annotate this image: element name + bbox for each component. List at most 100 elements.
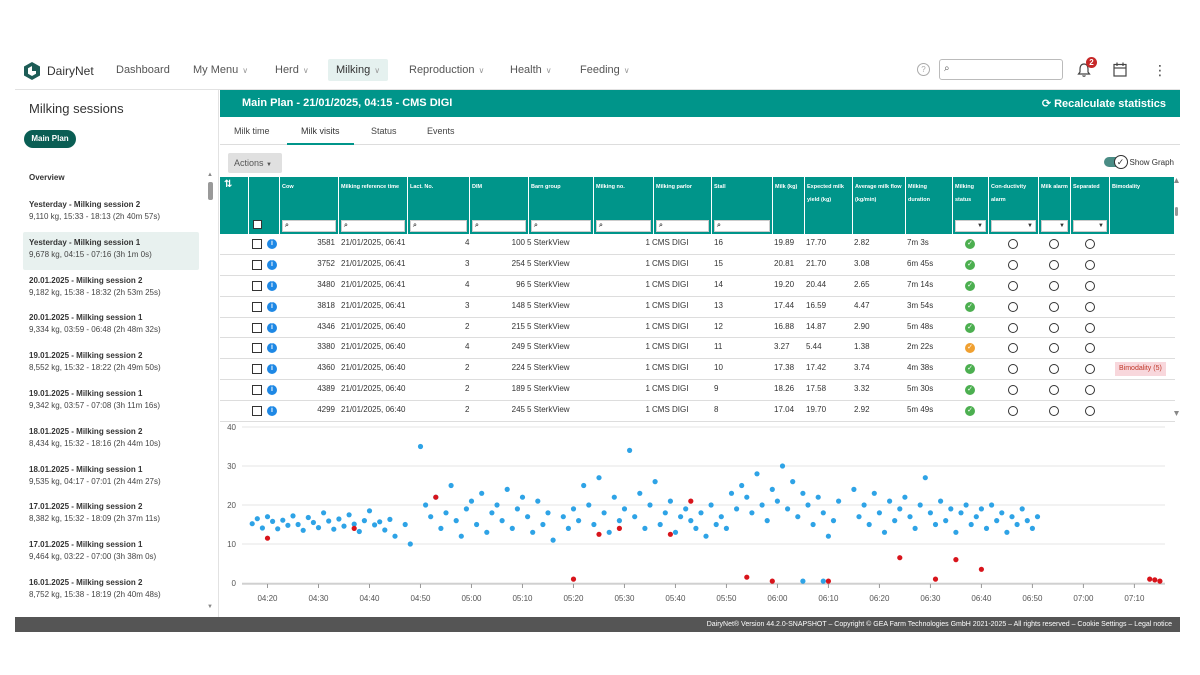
tab-milk-visits[interactable]: Milk visits — [287, 117, 354, 145]
scatter-point-blue[interactable] — [723, 525, 729, 531]
scatter-point-blue[interactable] — [683, 506, 689, 512]
scatter-point-blue[interactable] — [331, 526, 337, 532]
info-icon[interactable]: i — [267, 322, 277, 333]
scatter-point-blue[interactable] — [1004, 529, 1010, 535]
app-logo[interactable]: DairyNet — [23, 61, 94, 81]
scatter-point-blue[interactable] — [703, 533, 709, 539]
tab-milk-time[interactable]: Milk time — [234, 126, 270, 136]
scatter-point-blue[interactable] — [372, 522, 378, 528]
scatter-point-blue[interactable] — [678, 514, 684, 520]
scatter-point-blue[interactable] — [264, 514, 271, 520]
scatter-point-blue[interactable] — [606, 529, 612, 535]
scatter-point-blue[interactable] — [902, 494, 908, 500]
row-checkbox[interactable] — [252, 239, 262, 249]
scatter-point-blue[interactable] — [285, 522, 291, 528]
header-duration[interactable]: Milking duration — [906, 177, 953, 234]
scatter-point-blue[interactable] — [254, 516, 260, 522]
scatter-point-blue[interactable] — [280, 517, 286, 523]
scatter-point-blue[interactable] — [336, 516, 342, 522]
scatter-point-blue[interactable] — [785, 506, 791, 512]
scatter-point-blue[interactable] — [616, 518, 622, 524]
scatter-point-blue[interactable] — [377, 519, 383, 525]
sort-icon[interactable]: ⇅ — [224, 179, 233, 190]
scatter-point-red[interactable] — [1152, 577, 1158, 583]
session-item[interactable]: 20.01.2025 - Milking session 2 9,182 kg, … — [23, 270, 199, 308]
header-cow[interactable]: Cow ⌕ — [280, 177, 339, 234]
column-filter-input[interactable]: ⌕ — [714, 220, 770, 232]
session-item[interactable]: Yesterday - Milking session 1 9,678 kg, 0… — [23, 231, 199, 270]
scatter-point-blue[interactable] — [1014, 521, 1020, 528]
scatter-point-blue[interactable] — [525, 514, 531, 520]
scatter-point-blue[interactable] — [999, 510, 1005, 516]
header-stall[interactable]: Stall ⌕ — [712, 177, 773, 234]
nav-herd[interactable]: Herd ∨ — [267, 59, 317, 81]
scatter-point-blue[interactable] — [249, 521, 255, 527]
header-milking_no[interactable]: Milking no. ⌕ — [594, 177, 654, 234]
scatter-point-blue[interactable] — [1034, 514, 1041, 520]
scatter-point-blue[interactable] — [983, 525, 990, 531]
scatter-point-blue[interactable] — [836, 498, 842, 504]
search-input[interactable] — [956, 62, 1056, 77]
scatter-point-blue[interactable] — [407, 541, 413, 547]
scatter-point-red[interactable] — [351, 525, 357, 531]
scatter-point-blue[interactable] — [871, 490, 877, 496]
scatter-point-blue[interactable] — [805, 502, 811, 508]
scatter-point-blue[interactable] — [351, 521, 357, 527]
row-checkbox[interactable] — [252, 301, 262, 312]
show-graph-toggle[interactable]: ✓ Show Graph — [1103, 155, 1174, 169]
row-checkbox[interactable] — [252, 364, 262, 375]
global-search[interactable]: ⌕ — [939, 59, 1063, 80]
scatter-point-blue[interactable] — [565, 525, 571, 531]
scatter-point-red[interactable] — [897, 555, 903, 561]
info-icon[interactable]: i — [267, 301, 277, 312]
header-barn[interactable]: Barn group ⌕ — [529, 177, 594, 234]
scatter-point-blue[interactable] — [448, 482, 454, 489]
bimodality-badge[interactable]: Bimodality (5) — [1115, 362, 1166, 377]
scatter-point-blue[interactable] — [866, 521, 872, 528]
info-icon[interactable]: i — [267, 364, 277, 375]
tab-status[interactable]: Status — [371, 126, 397, 136]
scatter-point-blue[interactable] — [968, 521, 974, 528]
scatter-point-blue[interactable] — [657, 521, 663, 528]
scatter-point-blue[interactable] — [728, 490, 735, 496]
scatter-point-blue[interactable] — [530, 529, 536, 535]
scatter-point-blue[interactable] — [326, 518, 332, 524]
scatter-point-blue[interactable] — [734, 506, 740, 512]
scatter-point-blue[interactable] — [627, 447, 633, 453]
scatter-point-blue[interactable] — [764, 518, 770, 524]
scatter-point-blue[interactable] — [912, 525, 918, 531]
scrollbar-thumb[interactable] — [208, 182, 213, 200]
scatter-point-blue[interactable] — [275, 526, 281, 532]
actions-button[interactable]: Actions ▼ — [228, 153, 282, 173]
session-item[interactable]: 17.01.2025 - Milking session 1 9,464 kg, … — [23, 534, 199, 572]
scatter-point-blue[interactable] — [815, 494, 821, 500]
nav-dashboard[interactable]: Dashboard — [108, 59, 178, 81]
scatter-point-blue[interactable] — [1024, 518, 1030, 524]
session-item[interactable]: 16.01.2025 - Milking session 2 8,752 kg, … — [23, 572, 199, 610]
scatter-point-blue[interactable] — [713, 521, 719, 528]
scatter-point-blue[interactable] — [540, 521, 546, 528]
scatter-point-red[interactable] — [769, 578, 775, 584]
info-icon[interactable]: i — [267, 343, 277, 354]
scatter-point-blue[interactable] — [856, 514, 862, 520]
scatter-point-blue[interactable] — [876, 510, 883, 516]
scatter-point-blue[interactable] — [586, 502, 592, 508]
scatter-point-blue[interactable] — [576, 518, 582, 524]
session-item[interactable]: 19.01.2025 - Milking session 2 8,552 kg, … — [23, 345, 199, 383]
table-row[interactable]: i 3380 21/01/2025, 06:40 4 249 5 SterkView 1 CM… — [220, 338, 1175, 360]
scatter-point-red[interactable] — [1147, 576, 1153, 582]
scatter-point-blue[interactable] — [494, 502, 500, 508]
scatter-point-blue[interactable] — [438, 525, 444, 531]
scatter-point-blue[interactable] — [637, 490, 643, 496]
scatter-point-red[interactable] — [667, 531, 673, 537]
scatter-point-blue[interactable] — [428, 514, 434, 520]
row-checkbox[interactable] — [252, 322, 262, 333]
header-milk[interactable]: Milk (kg) — [773, 177, 805, 234]
column-filter-input[interactable]: ⌕ — [531, 220, 591, 232]
header-lact[interactable]: Lact. No. ⌕ — [408, 177, 470, 234]
scatter-point-blue[interactable] — [560, 514, 566, 520]
scatter-point-blue[interactable] — [693, 525, 699, 531]
scatter-point-blue[interactable] — [698, 510, 704, 516]
scatter-point-blue[interactable] — [443, 510, 449, 516]
table-row[interactable]: i 3480 21/01/2025, 06:41 4 96 5 SterkView 1 CMS… — [220, 276, 1175, 297]
